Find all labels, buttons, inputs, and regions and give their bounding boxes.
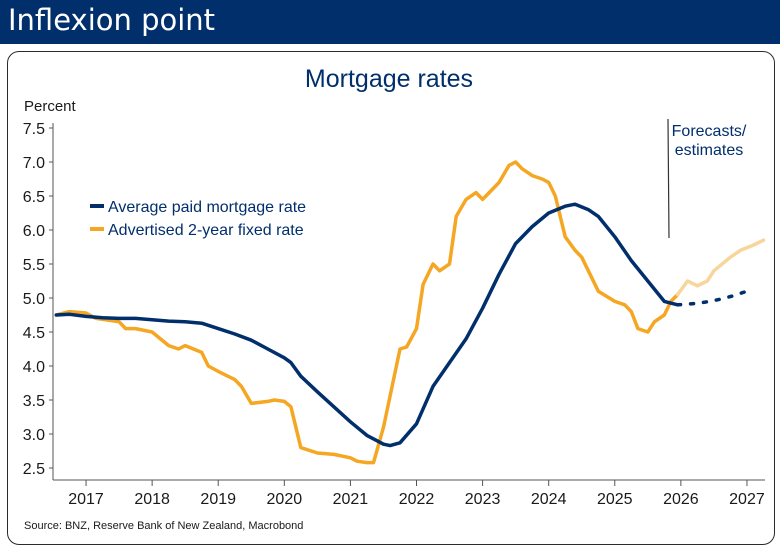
x-tick-label: 2024 [531, 491, 567, 508]
y-axis-label: Percent [24, 98, 77, 115]
axes: 7.5 7.0 6.5 6.0 5.5 5.0 4.5 4.0 3.5 3.0 2.5 2017 201… [23, 121, 765, 508]
x-tick-label: 2017 [68, 491, 104, 508]
x-tick-label: 2022 [399, 491, 435, 508]
forecast-annotation-line-1: Forecasts/ [672, 123, 747, 140]
x-tick-label: 2021 [333, 491, 369, 508]
forecast-annotation: Forecasts/estimates [667, 118, 747, 239]
y-tick-label: 3.5 [23, 393, 45, 410]
x-tick-label: 2025 [597, 491, 633, 508]
y-tick-label: 4.0 [23, 359, 45, 376]
chart-title: Mortgage rates [305, 65, 473, 93]
series-layer [54, 160, 766, 465]
x-tick-label: 2018 [134, 491, 170, 508]
y-tick-label: 6.0 [23, 223, 45, 240]
x-tick-label: 2020 [267, 491, 303, 508]
y-tick-label: 2.5 [23, 461, 45, 478]
legend-label-average-paid: Average paid mortgage rate [108, 199, 306, 216]
x-tick-label: 2027 [729, 491, 765, 508]
x-tick-label: 2019 [200, 491, 236, 508]
x-tick-label: 2023 [465, 491, 501, 508]
source-note: Source: BNZ, Reserve Bank of New Zealand… [24, 520, 303, 532]
y-tick-label: 7.5 [23, 121, 45, 138]
x-tick-label: 2026 [663, 491, 699, 508]
series-advertised-2yr-forecast-line [675, 238, 766, 297]
chart-panel [7, 51, 775, 545]
y-tick-label: 7.0 [23, 155, 45, 172]
page-title: Inflexion point [8, 3, 216, 37]
y-tick-label: 3.0 [23, 427, 45, 444]
legend: Average paid mortgage rate Advertised 2-y… [90, 199, 306, 239]
y-tick-label: 4.5 [23, 325, 45, 342]
series-average-paid-line [54, 202, 680, 448]
forecast-annotation-line-2: estimates [675, 142, 743, 159]
y-tick-label: 5.0 [23, 291, 45, 308]
legend-label-advertised-2yr: Advertised 2-year fixed rate [108, 222, 304, 239]
series-average-paid-forecast-line [675, 289, 749, 307]
y-tick-label: 6.5 [23, 189, 45, 206]
series-advertised-2yr-line [54, 160, 680, 465]
y-tick-label: 5.5 [23, 257, 45, 274]
header-bar: Inflexion point [0, 0, 780, 44]
forecast-marker-line [667, 118, 670, 239]
